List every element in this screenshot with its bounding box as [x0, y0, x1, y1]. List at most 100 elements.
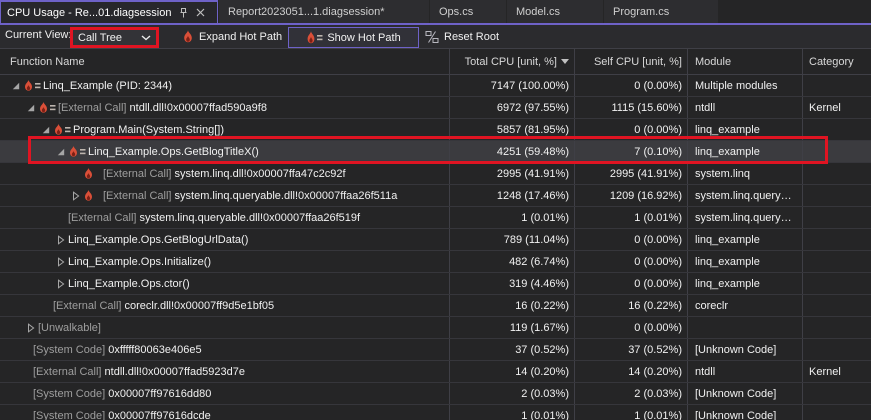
function-name-cell: Linq_Example.Ops.GetBlogUrlData() — [0, 229, 450, 250]
collapsed-arrow-icon[interactable] — [68, 190, 83, 201]
tree-row[interactable]: [Unwalkable] 119 (1.67%) 0 (0.00%) — [0, 317, 871, 339]
toolbar: Current View: Call Tree Expand Hot Path … — [0, 25, 871, 48]
module-value: coreclr — [688, 295, 803, 316]
self-cpu-value: 2995 (41.91%) — [575, 163, 688, 184]
reset-root-button[interactable]: Reset Root — [425, 27, 499, 46]
self-cpu-value: 1209 (16.92%) — [575, 185, 688, 206]
function-name-prefix: [External Call] — [103, 189, 175, 202]
total-cpu-value: 119 (1.67%) — [450, 317, 575, 338]
tab-cpu-usage-report[interactable]: CPU Usage - Re...01.diagsession — [0, 0, 218, 23]
tab-label: Model.cs — [516, 5, 561, 18]
collapsed-arrow-icon[interactable] — [53, 256, 68, 267]
function-name-prefix: [External Call] — [53, 299, 125, 312]
column-header-total-cpu[interactable]: Total CPU [unit, %] — [450, 49, 575, 74]
function-name: Linq_Example.Ops.GetBlogTitleX() — [88, 146, 259, 158]
tree-row[interactable]: Linq_Example.Ops.ctor() 319 (4.46%) 0 (0.0… — [0, 273, 871, 295]
tab-ops-cs[interactable]: Ops.cs — [430, 0, 506, 23]
collapsed-arrow-icon[interactable] — [53, 278, 68, 289]
tree-row[interactable]: [System Code] 0x00007ff97616dd80 2 (0.03%… — [0, 383, 871, 405]
function-name-prefix: [System Code] — [33, 409, 109, 420]
total-cpu-value: 1 (0.01%) — [450, 207, 575, 228]
collapsed-arrow-icon[interactable] — [53, 234, 68, 245]
tab-label: CPU Usage - Re...01.diagsession — [7, 6, 172, 19]
hot-path-flame-equals-icon — [68, 145, 88, 158]
tree-row[interactable]: [External Call] system.linq.queryable.dl… — [0, 207, 871, 229]
function-name-cell: [System Code] 0x00007ff97616dd80 — [0, 383, 450, 404]
expanded-arrow-icon[interactable] — [53, 147, 68, 157]
expanded-arrow-icon[interactable] — [8, 81, 23, 91]
hot-path-flame-equals-icon — [306, 31, 323, 44]
total-cpu-value: 1248 (17.46%) — [450, 185, 575, 206]
category-value — [803, 317, 871, 338]
tree-row[interactable]: [External Call] system.linq.dll!0x00007f… — [0, 163, 871, 185]
column-header-self-cpu[interactable]: Self CPU [unit, %] — [575, 49, 688, 74]
category-value — [803, 339, 871, 360]
tab-label: Program.cs — [613, 5, 670, 18]
total-cpu-value: 4251 (59.48%) — [450, 141, 575, 162]
collapsed-arrow-icon[interactable] — [23, 322, 38, 333]
function-name: [External Call] system.linq.dll!0x00007f… — [103, 168, 346, 180]
tree-row[interactable]: [External Call] system.linq.queryable.dl… — [0, 185, 871, 207]
total-cpu-value: 2995 (41.91%) — [450, 163, 575, 184]
tab-program-cs[interactable]: Program.cs — [604, 0, 718, 23]
function-name: [System Code] 0x00007ff97616dd80 — [33, 388, 211, 400]
tree-row[interactable]: [External Call] coreclr.dll!0x00007ff9d5… — [0, 295, 871, 317]
hot-path-flame-equals-icon — [53, 123, 73, 136]
column-header-module[interactable]: Module — [688, 49, 803, 74]
column-header-function-name[interactable]: Function Name — [0, 49, 450, 74]
module-value: system.linq.query… — [688, 185, 803, 206]
function-name-prefix: [External Call] — [103, 167, 175, 180]
pin-icon[interactable] — [178, 7, 189, 19]
expanded-arrow-icon[interactable] — [23, 103, 38, 113]
function-name-prefix: [External Call] — [58, 101, 130, 114]
module-value: Multiple modules — [688, 75, 803, 96]
annotation-box-view-dropdown: Call Tree — [70, 27, 159, 48]
tree-row[interactable]: [System Code] 0x00007ff97616dcde 1 (0.01%… — [0, 405, 871, 420]
tree-row[interactable]: [System Code] 0xfffff80063e406e5 37 (0.52… — [0, 339, 871, 361]
module-value: linq_example — [688, 141, 803, 162]
function-name-text: system.linq.queryable.dll!0x00007ffaa26f… — [139, 211, 361, 224]
function-name: Program.Main(System.String[]) — [73, 124, 224, 136]
function-name-cell: [External Call] system.linq.queryable.dl… — [0, 207, 450, 228]
sort-descending-icon — [561, 59, 569, 64]
tree-row[interactable]: Program.Main(System.String[]) 5857 (81.95… — [0, 119, 871, 141]
category-value — [803, 251, 871, 272]
total-cpu-value: 1 (0.01%) — [450, 405, 575, 420]
tree-row[interactable]: [External Call] ntdll.dll!0x00007ffad590… — [0, 97, 871, 119]
hot-path-flame-equals-icon — [38, 101, 58, 114]
tab-bar: CPU Usage - Re...01.diagsession Report20… — [0, 0, 871, 25]
tree-row[interactable]: Linq_Example.Ops.GetBlogUrlData() 789 (11… — [0, 229, 871, 251]
category-value — [803, 163, 871, 184]
column-header-category[interactable]: Category — [809, 55, 854, 68]
function-name: Linq_Example.Ops.Initialize() — [68, 256, 211, 268]
function-name: Linq_Example.Ops.ctor() — [68, 278, 190, 290]
tree-row[interactable]: Linq_Example (PID: 2344) 7147 (100.00%) 0 … — [0, 75, 871, 97]
function-name-text: Linq_Example.Ops.ctor() — [68, 277, 190, 290]
tree-row[interactable]: Linq_Example.Ops.Initialize() 482 (6.74%)… — [0, 251, 871, 273]
category-value — [803, 207, 871, 228]
function-name-prefix: [System Code] — [33, 343, 109, 356]
tab-label: Report2023051...1.diagsession* — [228, 5, 385, 18]
tree-row[interactable]: [External Call] ntdll.dll!0x00007ffad592… — [0, 361, 871, 383]
function-name-prefix: [External Call] — [68, 211, 140, 224]
function-name-text: coreclr.dll!0x00007ff9d5e1bf05 — [124, 299, 275, 312]
tab-model-cs[interactable]: Model.cs — [507, 0, 603, 23]
tree-row[interactable]: Linq_Example.Ops.GetBlogTitleX() 4251 (59… — [0, 141, 871, 163]
function-name-cell: Linq_Example (PID: 2344) — [0, 75, 450, 96]
category-value — [803, 229, 871, 250]
flame-icon — [83, 189, 103, 202]
expand-hot-path-button[interactable]: Expand Hot Path — [182, 27, 282, 46]
function-name-text: 0x00007ff97616dd80 — [108, 387, 212, 400]
total-cpu-value: 789 (11.04%) — [450, 229, 575, 250]
function-name-text: 0xfffff80063e406e5 — [108, 343, 202, 356]
function-name-prefix: [External Call] — [33, 365, 105, 378]
view-dropdown[interactable]: Call Tree — [73, 30, 156, 45]
show-hot-path-button[interactable]: Show Hot Path — [288, 27, 419, 48]
function-name: [External Call] system.linq.queryable.dl… — [68, 212, 360, 224]
close-icon[interactable] — [196, 8, 205, 17]
tab-report-diagsession[interactable]: Report2023051...1.diagsession* — [219, 0, 429, 23]
total-cpu-value: 7147 (100.00%) — [450, 75, 575, 96]
expanded-arrow-icon[interactable] — [38, 125, 53, 135]
function-name-cell: [External Call] system.linq.queryable.dl… — [0, 185, 450, 206]
